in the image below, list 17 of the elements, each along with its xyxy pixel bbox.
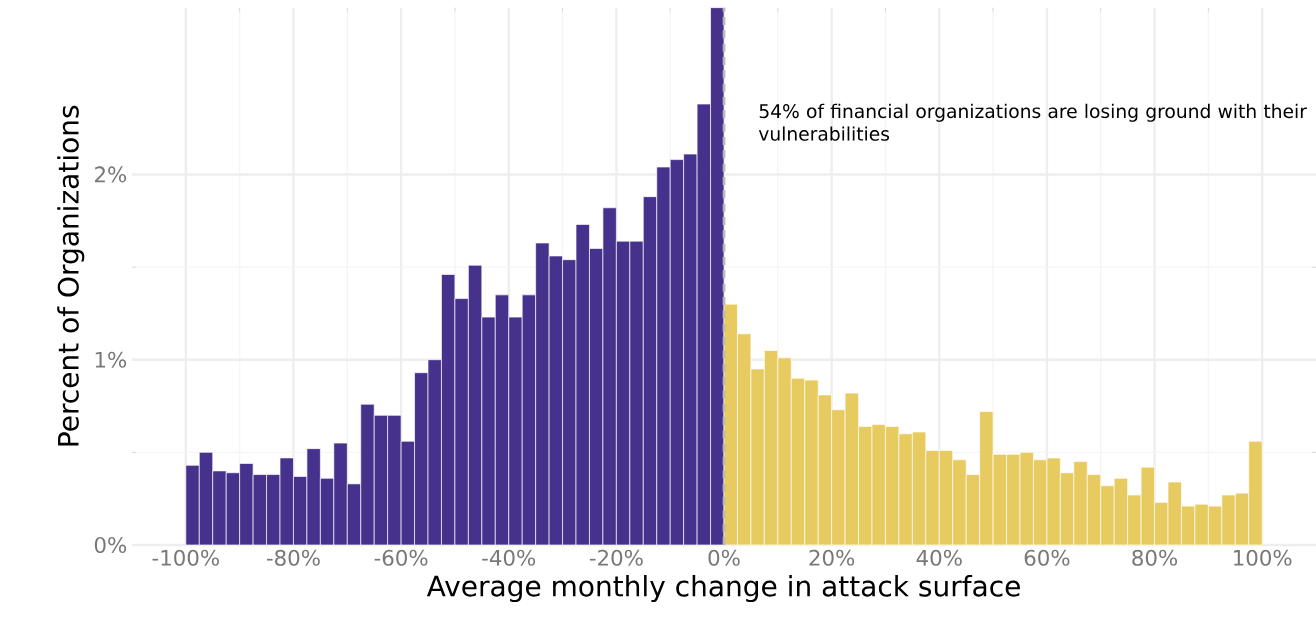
x-tick-label: 40% [916, 549, 962, 566]
x-tick-label: 60% [1024, 549, 1070, 566]
annotation: 54% of financial organizations are losing ground with their vulnerabilities [758, 103, 1307, 141]
y-axis-title: Percent of Organizations [57, 105, 85, 446]
y-tick-label: 2% [95, 166, 127, 183]
x-axis-title: Average monthly change in attack surface [426, 575, 1020, 603]
y-tick-label: 1% [95, 351, 127, 368]
x-tick-label: -100% [152, 549, 219, 566]
x-tick-label: 100% [1234, 549, 1292, 566]
x-tick-label: -40% [482, 549, 536, 566]
x-tick-label: 20% [809, 549, 855, 566]
x-tick-label: -80% [266, 549, 320, 566]
x-tick-label: 0% [708, 549, 740, 566]
x-tick-label: 80% [1132, 549, 1178, 566]
x-tick-label: -20% [589, 549, 643, 566]
y-tick-label: 0% [94, 536, 127, 554]
x-tick-label: -60% [374, 549, 428, 566]
